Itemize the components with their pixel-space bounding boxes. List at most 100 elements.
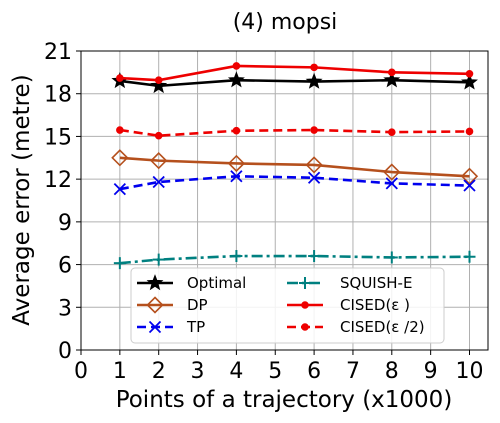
data-point	[465, 69, 474, 78]
data-point	[152, 253, 165, 266]
data-point	[461, 73, 478, 90]
data-point	[154, 131, 163, 140]
y-tick-label: 9	[58, 211, 72, 236]
legend-label: CISED(ε /2)	[340, 318, 425, 336]
x-tick-label: 3	[191, 359, 205, 384]
data-point-stroke	[152, 175, 165, 189]
legend-marker	[148, 320, 162, 334]
legend: Optimal DP TP SQUISH-E CISED(ε ) CISED(ε /2)	[130, 267, 445, 344]
x-tick-label: 1	[113, 359, 127, 384]
y-tick-label: 0	[58, 339, 72, 364]
data-point-stroke	[113, 182, 126, 196]
data-point	[111, 149, 129, 167]
chart-title: (4) mopsi	[233, 10, 338, 35]
series-4	[116, 62, 474, 84]
data-point	[465, 127, 474, 136]
series-0	[111, 71, 478, 94]
data-point	[385, 177, 398, 190]
data-point	[113, 182, 126, 196]
y-axis-label: Average error (metre)	[9, 74, 35, 325]
legend-marker	[146, 296, 164, 314]
data-point	[116, 74, 124, 82]
data-point	[388, 68, 396, 77]
legend-entry: TP	[137, 318, 205, 336]
legend-entry: SQUISH-E	[287, 274, 412, 292]
legend-marker	[146, 274, 164, 291]
series-line	[119, 64, 470, 82]
data-point	[383, 71, 401, 88]
legend-entry: Optimal	[137, 274, 246, 292]
data-point	[116, 126, 124, 134]
series-2	[113, 170, 476, 196]
data-point	[113, 257, 126, 270]
series-3	[113, 250, 476, 270]
data-point	[232, 62, 241, 70]
legend-marker	[301, 301, 309, 309]
plot-frame	[80, 50, 489, 351]
legend-label: TP	[186, 318, 205, 336]
data-point-stroke	[385, 177, 398, 190]
y-tick-label: 3	[58, 296, 72, 321]
data-point	[307, 171, 321, 184]
series-layer	[111, 62, 479, 270]
data-point	[305, 72, 323, 89]
x-tick-label: 4	[229, 359, 243, 384]
data-point	[230, 250, 243, 263]
legend-marker	[299, 277, 311, 289]
data-point	[463, 250, 476, 263]
x-tick-label: 2	[152, 359, 166, 384]
data-point	[463, 179, 476, 192]
legend-entry: CISED(ε /2)	[287, 318, 425, 336]
data-point-stroke	[230, 170, 243, 183]
legend-entry: CISED(ε )	[287, 296, 410, 314]
y-tick-label: 12	[44, 168, 72, 193]
x-tick-label: 6	[307, 359, 321, 384]
data-point	[305, 156, 323, 174]
data-point	[460, 167, 479, 185]
x-axis-label: Points of a trajectory (x1000)	[116, 387, 453, 413]
data-point	[227, 71, 245, 88]
series-line	[119, 254, 470, 265]
data-point	[385, 251, 398, 264]
y-tick-label: 18	[44, 83, 72, 108]
data-point	[232, 126, 241, 135]
y-tick-label: 6	[58, 254, 72, 279]
data-point	[154, 76, 163, 84]
legend-label: CISED(ε )	[340, 296, 410, 314]
data-point	[388, 128, 396, 136]
x-tick-label: 7	[346, 359, 360, 384]
data-point	[150, 152, 168, 170]
data-point	[152, 175, 165, 189]
x-tick-label: 0	[74, 359, 88, 384]
x-tick-label: 9	[424, 359, 438, 384]
series-1	[111, 149, 479, 185]
legend-marker	[301, 323, 309, 331]
data-point-stroke	[307, 171, 321, 184]
series-line	[119, 174, 470, 191]
y-tick-label: 21	[44, 40, 72, 65]
data-point	[308, 250, 321, 263]
series-line	[119, 128, 470, 138]
series-line	[119, 156, 470, 178]
x-tick-label: 10	[456, 359, 484, 384]
data-point	[383, 163, 401, 181]
legend-label: Optimal	[187, 274, 246, 292]
y-axis-ticks: 0 3 6 9 12 15 18 21	[44, 40, 81, 364]
y-tick-label: 15	[44, 125, 72, 150]
data-point	[310, 126, 318, 134]
x-axis-ticks: 0 1 2 3 4 5 6 7 8 9 10	[74, 350, 484, 384]
legend-label: SQUISH-E	[340, 274, 412, 292]
legend-marker-stroke	[148, 320, 162, 334]
data-point	[150, 76, 168, 94]
legend-entry: DP	[137, 296, 208, 314]
x-tick-label: 5	[268, 359, 282, 384]
series-5	[116, 126, 474, 140]
data-point	[230, 170, 243, 183]
data-point	[310, 63, 318, 72]
data-point	[227, 154, 246, 173]
x-tick-label: 8	[385, 359, 399, 384]
series-line	[119, 78, 470, 88]
data-point-stroke	[463, 179, 476, 192]
legend-label: DP	[187, 296, 208, 314]
